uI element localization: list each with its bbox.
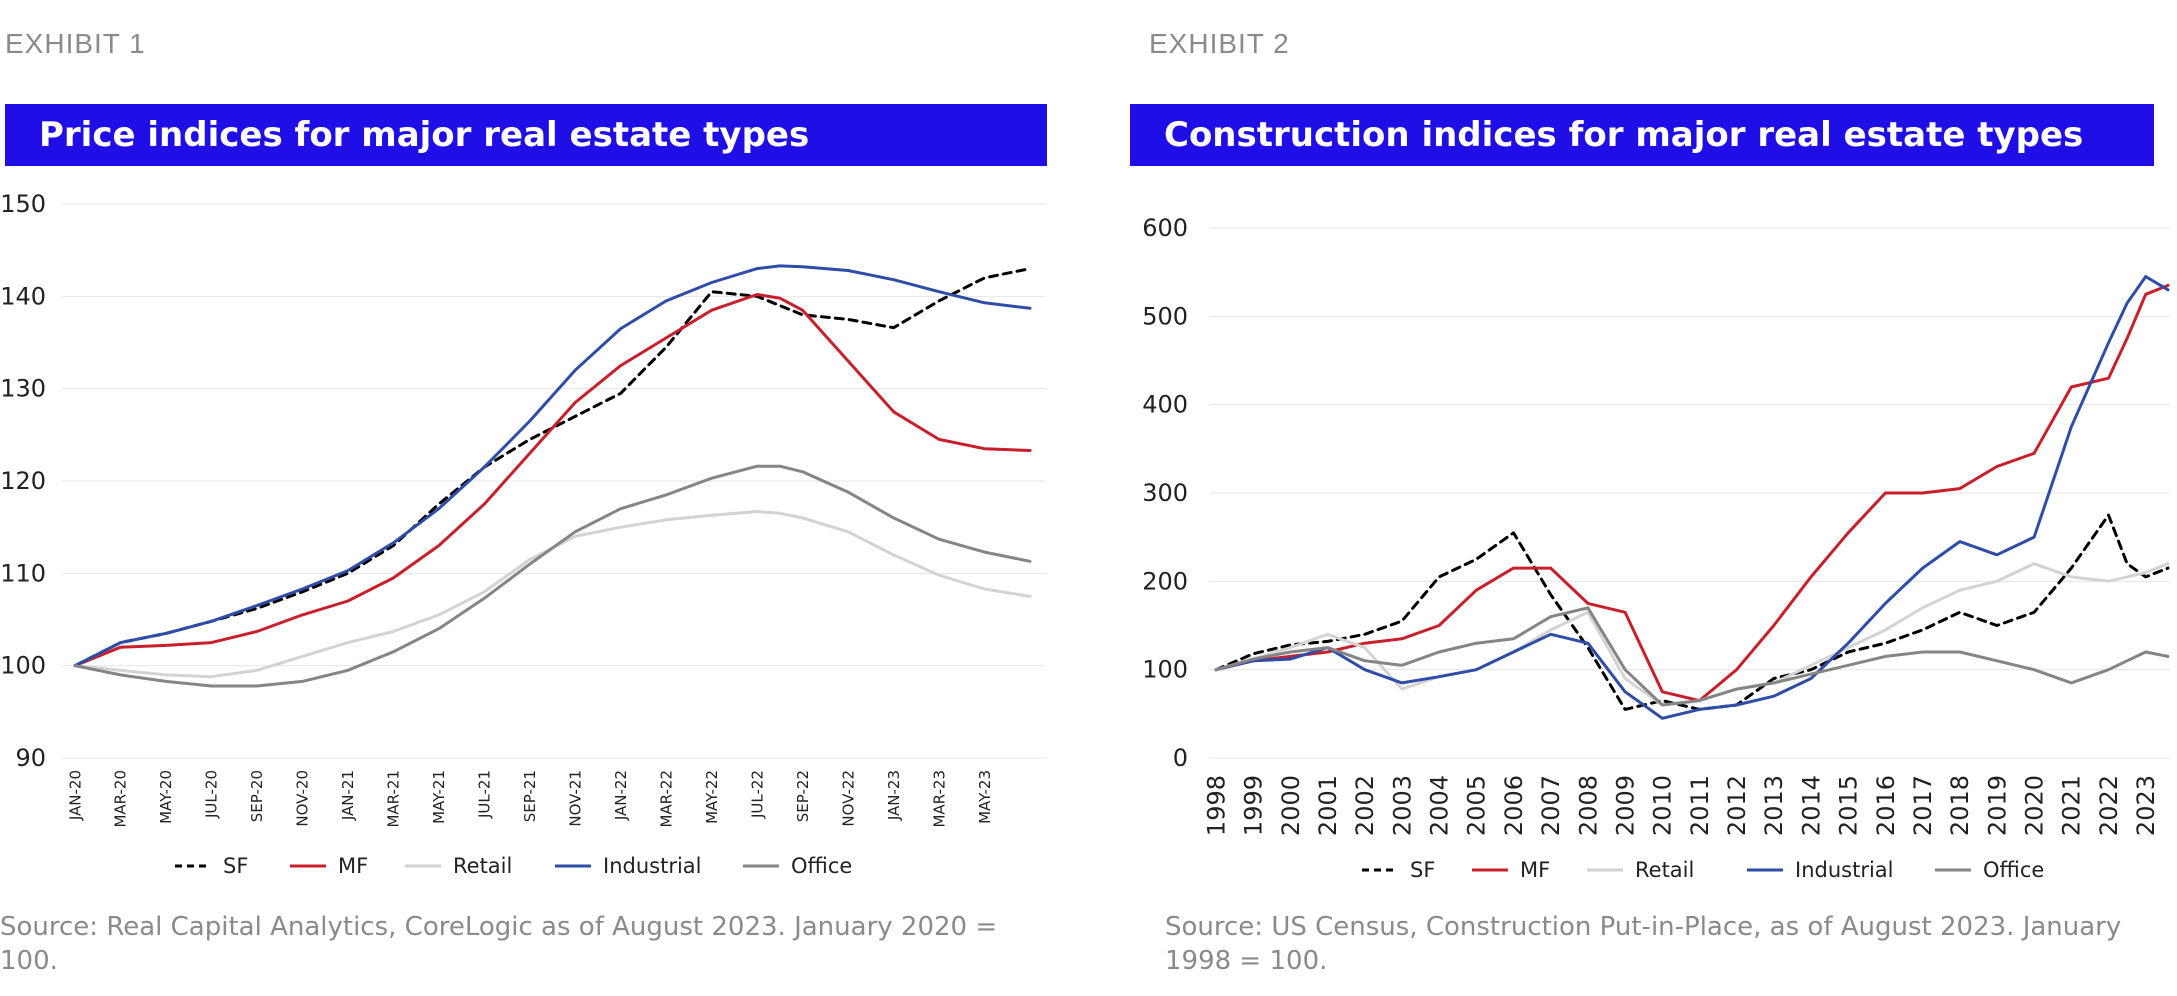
x-tick-label-2014: 2014 bbox=[1797, 775, 1825, 836]
x-tick-label-may-21: MAY-21 bbox=[430, 770, 448, 824]
series-line-industrial bbox=[73, 264, 1032, 668]
series-line-sf bbox=[73, 267, 1032, 668]
x-tick-label-2001: 2001 bbox=[1314, 775, 1342, 836]
y-tick-label-100: 100 bbox=[0, 652, 46, 680]
legend-label-retail: Retail bbox=[1635, 858, 1694, 882]
x-tick-label-2021: 2021 bbox=[2058, 775, 2086, 836]
x-tick-label-2018: 2018 bbox=[1946, 775, 1974, 836]
x-tick-label-mar-23: MAR-23 bbox=[930, 770, 948, 828]
x-tick-label-2006: 2006 bbox=[1500, 775, 1528, 836]
series-line-office bbox=[1214, 606, 2170, 707]
x-tick-label-2007: 2007 bbox=[1537, 775, 1565, 836]
legend-label-office: Office bbox=[1983, 858, 2044, 882]
x-tick-label-2003: 2003 bbox=[1388, 775, 1416, 836]
x-tick-label-mar-20: MAR-20 bbox=[112, 770, 130, 828]
y-tick-label-400: 400 bbox=[1142, 391, 1188, 419]
x-tick-label-sep-22: SEP-22 bbox=[794, 770, 812, 822]
x-tick-label-sep-21: SEP-21 bbox=[521, 770, 539, 822]
legend-label-mf: MF bbox=[1520, 858, 1550, 882]
x-tick-label-2008: 2008 bbox=[1574, 775, 1602, 836]
x-tick-label-mar-22: MAR-22 bbox=[657, 770, 675, 828]
y-tick-label-300: 300 bbox=[1142, 479, 1188, 507]
exhibit-1-label: EXHIBIT 1 bbox=[5, 28, 146, 59]
x-tick-label-jul-20: JUL-20 bbox=[203, 770, 221, 819]
y-tick-label-0: 0 bbox=[1173, 744, 1188, 772]
chart-1-title: Price indices for major real estate type… bbox=[5, 104, 1047, 166]
x-tick-label-2012: 2012 bbox=[1723, 775, 1751, 836]
y-tick-label-150: 150 bbox=[0, 190, 46, 218]
x-tick-label-2009: 2009 bbox=[1611, 775, 1639, 836]
series-line-industrial bbox=[1214, 275, 2170, 720]
x-tick-label-2010: 2010 bbox=[1649, 775, 1677, 836]
y-tick-label-200: 200 bbox=[1142, 567, 1188, 595]
x-tick-label-2002: 2002 bbox=[1351, 775, 1379, 836]
legend-label-sf: SF bbox=[1410, 858, 1435, 882]
exhibit-2-label: EXHIBIT 2 bbox=[1149, 28, 1290, 59]
x-tick-label-jan-21: JAN-21 bbox=[339, 770, 357, 821]
y-tick-label-100: 100 bbox=[1142, 656, 1188, 684]
legend-label-retail: Retail bbox=[453, 854, 512, 878]
x-tick-label-2000: 2000 bbox=[1277, 775, 1305, 836]
x-tick-label-sep-20: SEP-20 bbox=[248, 770, 266, 822]
x-tick-label-2016: 2016 bbox=[1872, 775, 1900, 836]
x-tick-label-may-20: MAY-20 bbox=[157, 770, 175, 824]
y-tick-label-90: 90 bbox=[15, 744, 46, 772]
x-tick-label-jan-23: JAN-23 bbox=[885, 770, 903, 821]
construction-indices-chart: 0 100 200 300 400 500 600 1998 1999 2000 2001 2002 2… bbox=[1142, 214, 2170, 882]
legend-label-sf: SF bbox=[223, 854, 248, 878]
series-line-retail bbox=[73, 510, 1032, 679]
x-tick-label-2017: 2017 bbox=[1909, 775, 1937, 836]
x-tick-label-2011: 2011 bbox=[1686, 775, 1714, 836]
legend-label-industrial: Industrial bbox=[603, 854, 702, 878]
chart-2-title: Construction indices for major real esta… bbox=[1130, 104, 2154, 166]
x-tick-label-jan-22: JAN-22 bbox=[612, 770, 630, 821]
x-tick-label-1998: 1998 bbox=[1202, 775, 1230, 836]
x-tick-label-2015: 2015 bbox=[1835, 775, 1863, 836]
x-tick-label-2020: 2020 bbox=[2021, 775, 2049, 836]
x-tick-label-2013: 2013 bbox=[1760, 775, 1788, 836]
y-tick-label-600: 600 bbox=[1142, 214, 1188, 242]
y-tick-label-120: 120 bbox=[0, 467, 46, 495]
x-tick-label-2019: 2019 bbox=[1983, 775, 2011, 836]
series-line-mf bbox=[73, 293, 1032, 668]
x-tick-label-2005: 2005 bbox=[1463, 775, 1491, 836]
y-tick-label-500: 500 bbox=[1142, 302, 1188, 330]
y-tick-label-130: 130 bbox=[0, 375, 46, 403]
x-tick-label-1999: 1999 bbox=[1240, 775, 1268, 836]
legend-label-industrial: Industrial bbox=[1795, 858, 1894, 882]
x-tick-label-jul-22: JUL-22 bbox=[748, 770, 766, 819]
exhibit-1-source: Source: Real Capital Analytics, CoreLogi… bbox=[0, 912, 998, 976]
exhibit-2-source: Source: US Census, Construction Put-in-P… bbox=[1165, 912, 2122, 976]
legend-label-mf: MF bbox=[338, 854, 368, 878]
x-tick-label-jul-21: JUL-21 bbox=[476, 770, 494, 819]
x-tick-label-mar-21: MAR-21 bbox=[385, 770, 403, 828]
x-tick-label-2023: 2023 bbox=[2132, 775, 2160, 836]
y-tick-label-140: 140 bbox=[0, 282, 46, 310]
x-tick-label-may-23: MAY-23 bbox=[976, 770, 994, 824]
x-tick-label-2004: 2004 bbox=[1426, 775, 1454, 836]
x-tick-label-may-22: MAY-22 bbox=[703, 770, 721, 824]
series-line-office bbox=[73, 464, 1032, 688]
series-line-mf bbox=[1214, 283, 2170, 703]
x-tick-label-2022: 2022 bbox=[2095, 775, 2123, 836]
price-indices-chart: 90 100 110 120 130 140 150 JAN-20 MAR-20 MAY-20 JU… bbox=[0, 190, 1046, 878]
x-tick-label-nov-22: NOV-22 bbox=[839, 770, 857, 827]
legend-label-office: Office bbox=[791, 854, 852, 878]
y-tick-label-110: 110 bbox=[0, 559, 46, 587]
x-tick-label-nov-20: NOV-20 bbox=[294, 770, 312, 827]
series-line-sf bbox=[1214, 513, 2170, 711]
x-tick-label-nov-21: NOV-21 bbox=[566, 770, 584, 827]
x-tick-label-jan-20: JAN-20 bbox=[66, 770, 84, 821]
